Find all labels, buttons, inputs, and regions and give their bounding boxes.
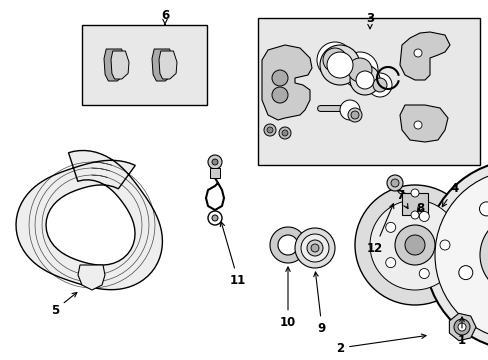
Circle shape [355, 71, 373, 89]
Circle shape [394, 225, 434, 265]
Circle shape [207, 211, 222, 225]
Text: 2: 2 [335, 334, 425, 355]
Polygon shape [209, 168, 220, 178]
Polygon shape [399, 105, 447, 142]
Polygon shape [16, 150, 162, 290]
Circle shape [207, 155, 222, 169]
Circle shape [390, 179, 398, 187]
Circle shape [323, 48, 346, 72]
Circle shape [271, 70, 287, 86]
Polygon shape [399, 32, 449, 80]
Circle shape [457, 323, 465, 331]
Circle shape [349, 65, 379, 95]
Circle shape [410, 189, 418, 197]
Polygon shape [104, 49, 126, 81]
Circle shape [301, 234, 328, 262]
Bar [82, 25, 206, 105]
Circle shape [372, 78, 386, 92]
Circle shape [418, 269, 428, 279]
Circle shape [271, 87, 287, 103]
Text: 1: 1 [457, 317, 465, 346]
Circle shape [282, 130, 287, 136]
Bar [258, 18, 479, 165]
Text: 7: 7 [395, 189, 407, 208]
Polygon shape [401, 193, 427, 215]
Circle shape [319, 45, 359, 85]
Polygon shape [269, 227, 304, 263]
Text: 3: 3 [365, 12, 373, 29]
Circle shape [434, 170, 488, 340]
Circle shape [326, 52, 352, 78]
Polygon shape [448, 313, 475, 341]
Circle shape [479, 202, 488, 216]
Polygon shape [111, 51, 129, 79]
Circle shape [413, 121, 421, 129]
Circle shape [404, 235, 424, 255]
Circle shape [458, 266, 472, 280]
Text: 9: 9 [313, 272, 325, 334]
Polygon shape [159, 51, 177, 79]
Polygon shape [262, 45, 311, 120]
Circle shape [306, 240, 323, 256]
Circle shape [350, 111, 358, 119]
Text: 12: 12 [366, 204, 393, 255]
Circle shape [339, 100, 359, 120]
Text: 10: 10 [279, 267, 296, 328]
Circle shape [212, 215, 218, 221]
Circle shape [212, 159, 218, 165]
Circle shape [266, 127, 272, 133]
Circle shape [410, 211, 418, 219]
Circle shape [453, 319, 469, 335]
Polygon shape [78, 265, 105, 290]
Polygon shape [152, 49, 174, 81]
Circle shape [369, 200, 459, 290]
Circle shape [479, 215, 488, 295]
Text: 5: 5 [51, 293, 77, 316]
Circle shape [264, 124, 275, 136]
Text: 6: 6 [161, 9, 169, 24]
Circle shape [424, 160, 488, 350]
Circle shape [294, 228, 334, 268]
Circle shape [418, 211, 428, 221]
Circle shape [341, 52, 377, 88]
Circle shape [347, 58, 371, 82]
Text: 8: 8 [415, 202, 423, 215]
Circle shape [385, 258, 395, 267]
Circle shape [367, 73, 391, 97]
Circle shape [347, 108, 361, 122]
Circle shape [310, 244, 318, 252]
Text: 11: 11 [220, 222, 245, 287]
Circle shape [385, 222, 395, 232]
Circle shape [386, 175, 402, 191]
Circle shape [316, 42, 352, 78]
Circle shape [279, 127, 290, 139]
Circle shape [439, 240, 449, 250]
Circle shape [354, 185, 474, 305]
Text: 4: 4 [441, 181, 458, 207]
Circle shape [413, 49, 421, 57]
